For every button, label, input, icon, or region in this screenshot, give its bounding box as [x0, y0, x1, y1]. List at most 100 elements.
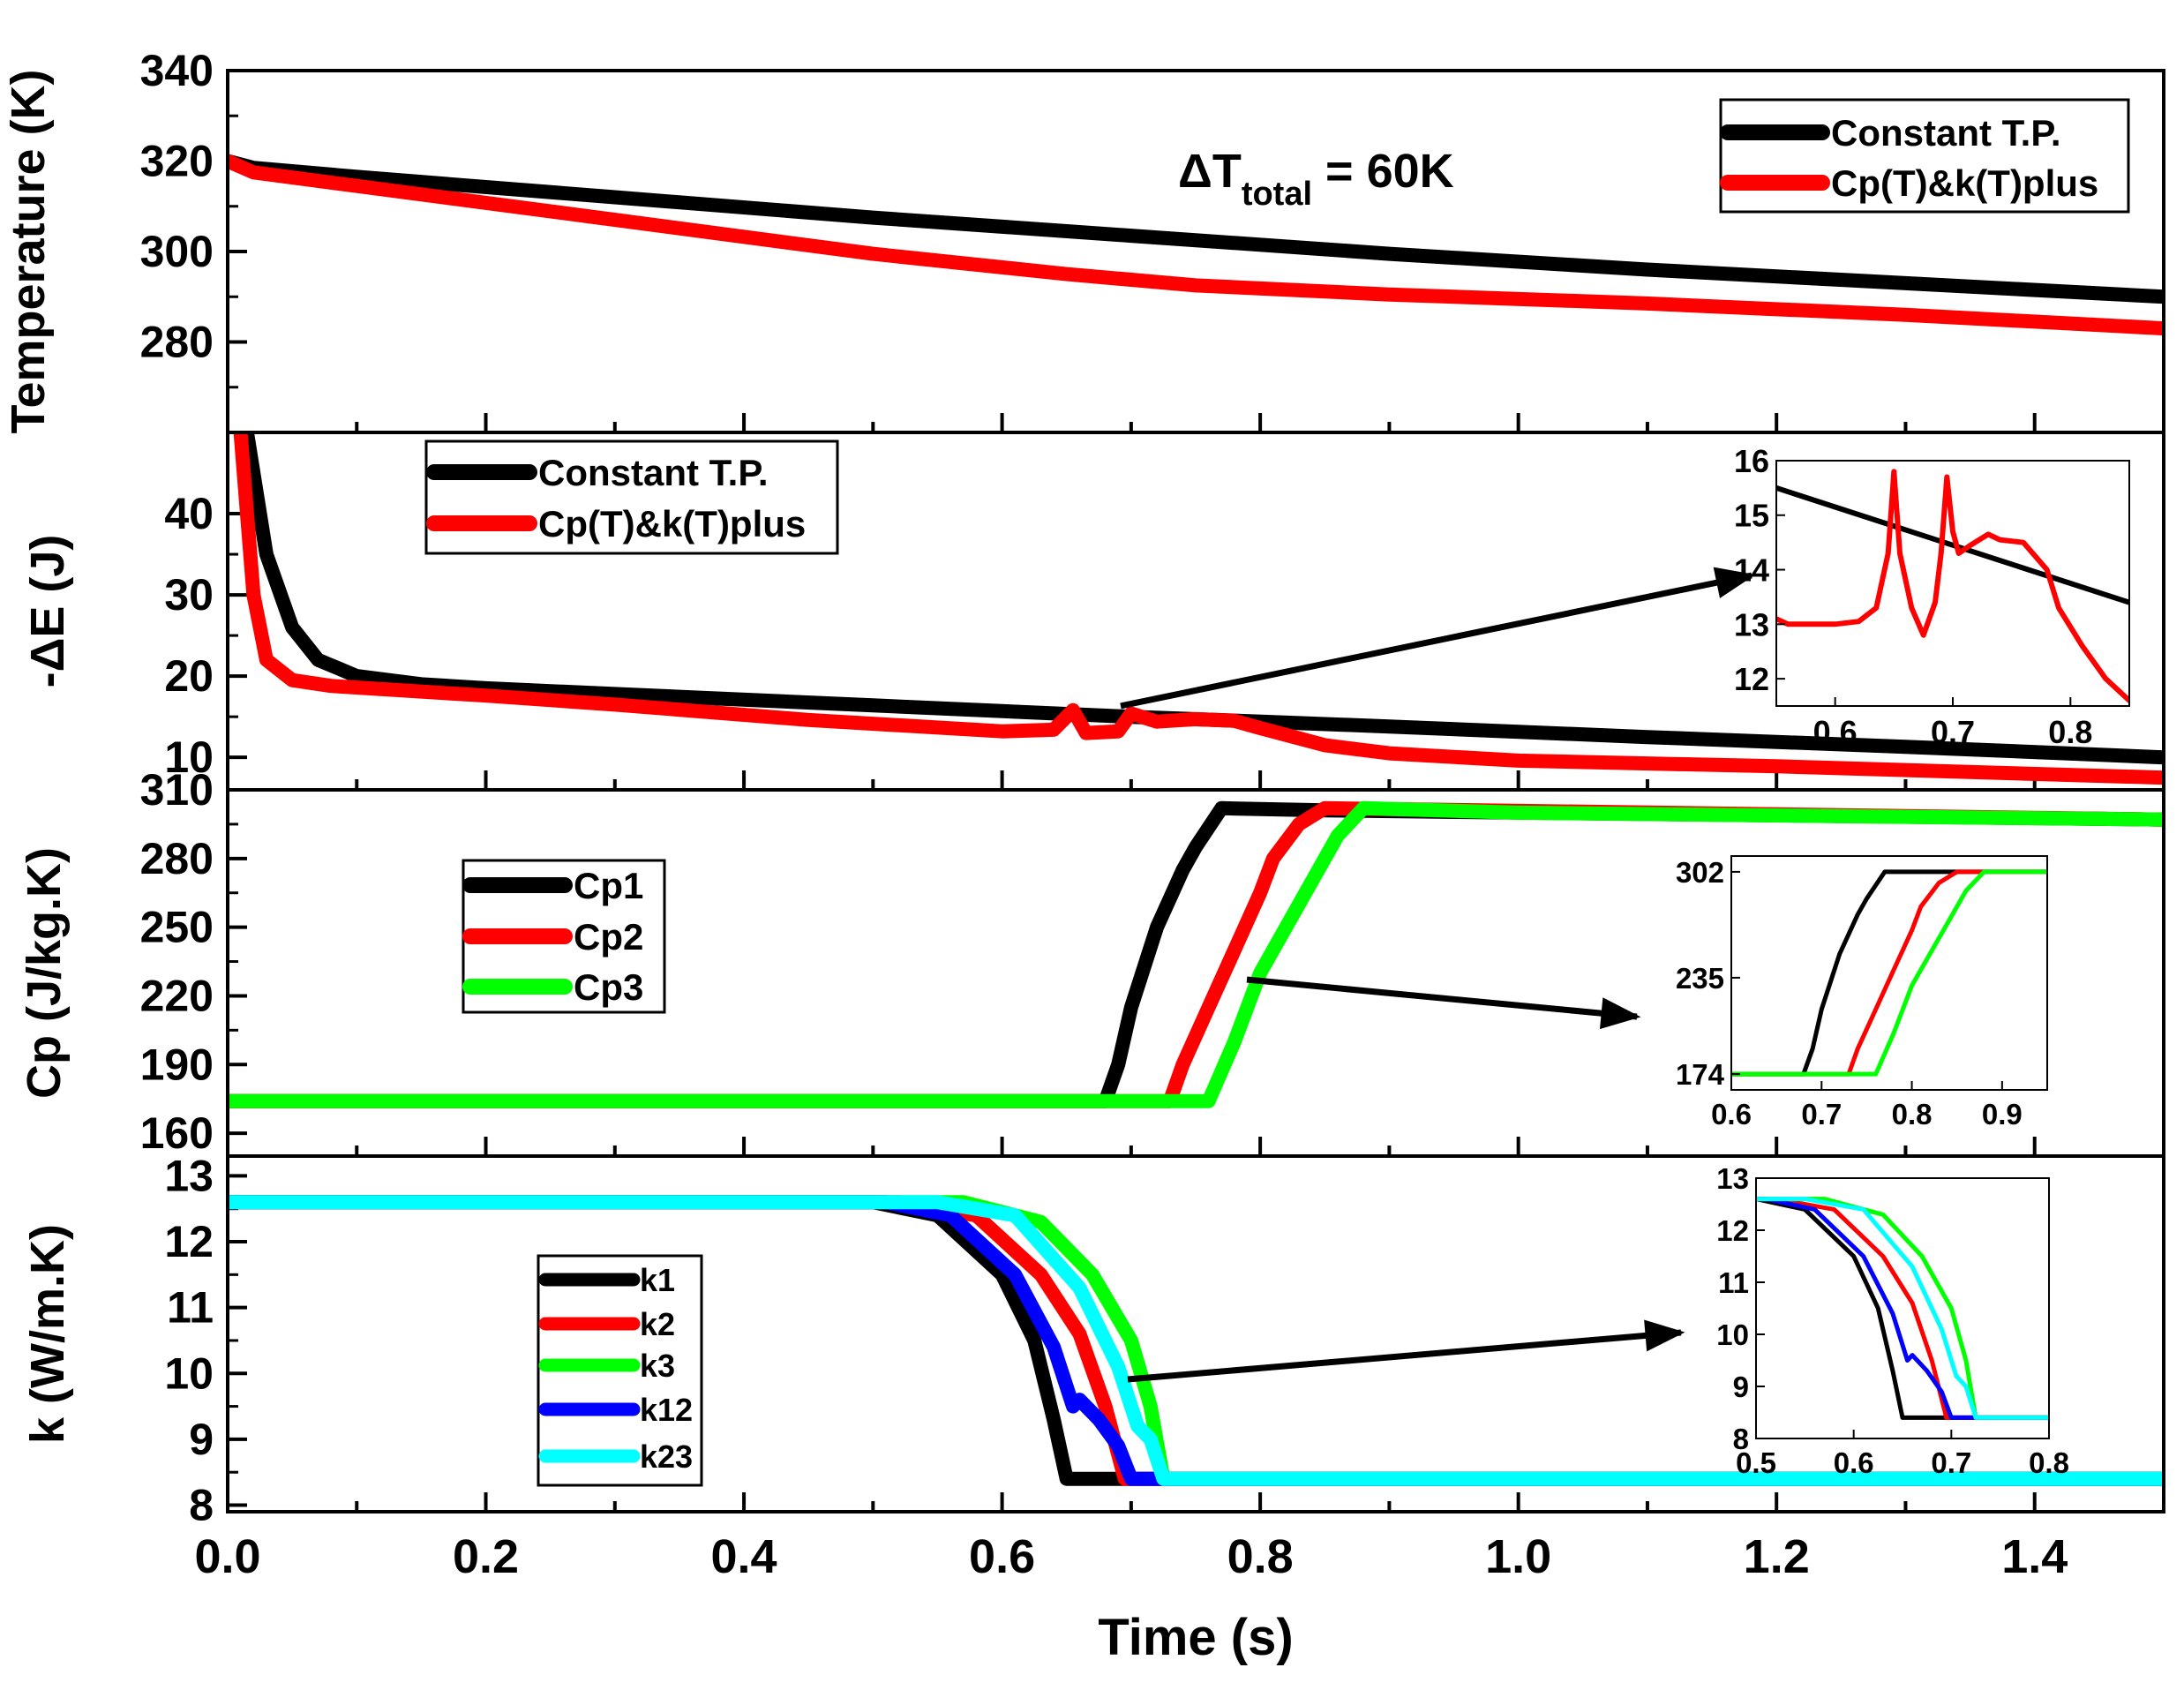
y-axis-label: Temperature (K)	[2, 69, 55, 433]
y-tick-label: 310	[140, 765, 214, 815]
conductivity-series-k23	[228, 1195, 2164, 1486]
y-tick-label: 40	[164, 489, 214, 538]
inset-x-tick-label: 0.6	[1834, 1446, 1874, 1479]
temperature-panel: 340 320 300 280 Temperature (K)	[2, 46, 2165, 434]
heat-capacity-inset-arrow	[1246, 976, 1641, 1030]
heat-capacity-inset: 0.6 0.7 0.8 0.9 302 235 174	[1676, 855, 2048, 1130]
y-tick-label: 11	[167, 1283, 214, 1333]
y-tick-label: 10	[164, 732, 214, 782]
inset-y-tick-label: 13	[1734, 606, 1769, 642]
inset-x-tick-label: 0.7	[1931, 714, 1975, 750]
x-tick-label: 0.8	[1227, 1530, 1294, 1583]
y-tick-label: 300	[140, 227, 214, 276]
heat-capacity-inset-series-cp1	[1731, 869, 2047, 1077]
legend-label: Cp3	[574, 966, 643, 1008]
y-axis-label: -ΔE (J)	[21, 535, 74, 688]
y-tick-label: 20	[164, 651, 214, 701]
inset-frame	[1730, 855, 2048, 1091]
delta-t-annotation: ΔTtotal = 60K	[1178, 145, 1454, 213]
temperature-legend: Constant T.P. Cp(T)&k(T)plus	[1719, 98, 2130, 214]
legend-label: Cp(T)&k(T)plus	[538, 503, 806, 545]
inset-x-tick-label: 0.7	[1801, 1098, 1842, 1130]
inset-x-tick-label: 0.8	[1892, 1098, 1933, 1130]
heat-capacity-inset-series-cp3	[1731, 869, 2047, 1077]
legend-box	[424, 439, 839, 555]
y-tick-label: 280	[140, 318, 214, 367]
inset-y-tick-label: 15	[1734, 498, 1769, 534]
legend-label: Cp(T)&k(T)plus	[1831, 162, 2098, 204]
conductivity-series-k12	[228, 1195, 2164, 1486]
energy-legend: Constant T.P. Cp(T)&k(T)plus	[424, 439, 839, 555]
inset-x-tick-label: 0.8	[2029, 1446, 2069, 1479]
legend-label: Cp1	[574, 865, 643, 906]
heat-capacity-inset-series-cp2	[1731, 869, 2047, 1077]
x-tick-label: 1.0	[1485, 1530, 1551, 1583]
inset-frame	[1775, 460, 2130, 707]
conductivity-inset-series-k12	[1756, 1197, 2049, 1420]
conductivity-panel: 13 12 11 10 9 8 k (W/m.K)	[21, 1151, 2165, 1530]
inset-y-tick-label: 13	[1716, 1162, 1749, 1195]
inset-y-tick-label: 8	[1733, 1423, 1749, 1455]
y-tick-label: 320	[140, 137, 214, 186]
conductivity-legend: k1 k2 k3 k12 k23	[537, 1254, 703, 1487]
energy-series-cp-t-k-t-plus	[233, 432, 2164, 785]
y-axis-label: k (W/m.K)	[21, 1224, 74, 1444]
x-axis-label: Time (s)	[1098, 1609, 1293, 1666]
y-tick-label: 160	[140, 1108, 214, 1158]
inset-y-tick-label: 16	[1734, 443, 1769, 479]
y-tick-label: 250	[140, 903, 214, 952]
y-tick-label: 9	[189, 1415, 214, 1464]
heat_capacity-series-cp2	[228, 800, 2164, 1108]
inset-x-tick-label: 0.5	[1736, 1446, 1776, 1479]
legend-label: k2	[640, 1306, 675, 1342]
legend-box	[1719, 98, 2130, 214]
legend-label: Constant T.P.	[1831, 112, 2061, 154]
inset-x-tick-label: 0.6	[1813, 714, 1858, 750]
x-tick-label: 0.6	[969, 1530, 1035, 1583]
legend-label: Constant T.P.	[538, 452, 769, 493]
heat_capacity-series-cp1	[228, 800, 2164, 1108]
y-tick-label: 220	[140, 971, 214, 1020]
conductivity-inset-series-k1	[1756, 1197, 2049, 1420]
temperature-series-cp-t-k-t-plus	[228, 154, 2164, 336]
conductivity-inset-arrow	[1127, 1319, 1685, 1383]
y-tick-label: 13	[164, 1151, 214, 1200]
inset-y-tick-label: 14	[1734, 552, 1769, 589]
inset-x-tick-label: 0.8	[2048, 714, 2092, 750]
inset-x-tick-label: 0.9	[1982, 1098, 2023, 1130]
y-tick-label: 190	[140, 1040, 214, 1089]
energy-inset: 0.6 0.7 0.8 16 15 14 13 12	[1734, 443, 2130, 750]
y-axis-label: Cp (J/kg.K)	[18, 847, 71, 1099]
y-tick-label: 12	[164, 1217, 214, 1266]
legend-label: k3	[640, 1348, 675, 1384]
legend-label: Cp2	[574, 916, 643, 958]
x-tick-label: 1.2	[1744, 1530, 1810, 1583]
inset-frame	[1755, 1177, 2050, 1439]
inset-y-tick-label: 12	[1734, 661, 1769, 697]
conductivity-plot-frame	[226, 1154, 2165, 1513]
legend-label: k12	[640, 1392, 693, 1428]
inset-y-tick-label: 11	[1718, 1266, 1749, 1299]
x-tick-label: 0.2	[453, 1530, 519, 1583]
energy-inset-series-constant-t-p-	[1776, 484, 2129, 605]
inset-x-tick-label: 0.7	[1931, 1446, 1971, 1479]
energy-series-constant-t-p-	[239, 432, 2164, 765]
y-tick-label: 8	[189, 1481, 214, 1530]
legend-label: k1	[640, 1262, 675, 1298]
x-tick-label: 0.0	[194, 1530, 260, 1583]
heat_capacity-series-cp3	[228, 800, 2164, 1108]
energy-inset-arrow	[1120, 567, 1756, 710]
conductivity-inset-series-k23	[1756, 1197, 2049, 1420]
y-tick-label: 280	[140, 834, 214, 883]
legend-label: k23	[640, 1438, 693, 1475]
x-tick-label: 1.4	[2001, 1530, 2068, 1583]
conductivity-inset: 0.5 0.6 0.7 0.8 13 12 11 10 9 8	[1716, 1162, 2069, 1479]
inset-y-tick-label: 235	[1676, 962, 1724, 995]
heat_capacity-panel: 310 280 250 220 190 160 Cp (J/kg.K)	[18, 765, 2165, 1158]
y-tick-label: 10	[164, 1348, 214, 1398]
inset-y-tick-label: 174	[1676, 1058, 1725, 1091]
energy-inset-series-cp-t-k-t-plus	[1776, 469, 2129, 703]
inset-y-tick-label: 9	[1733, 1371, 1749, 1403]
x-tick-label: 0.4	[711, 1530, 777, 1583]
